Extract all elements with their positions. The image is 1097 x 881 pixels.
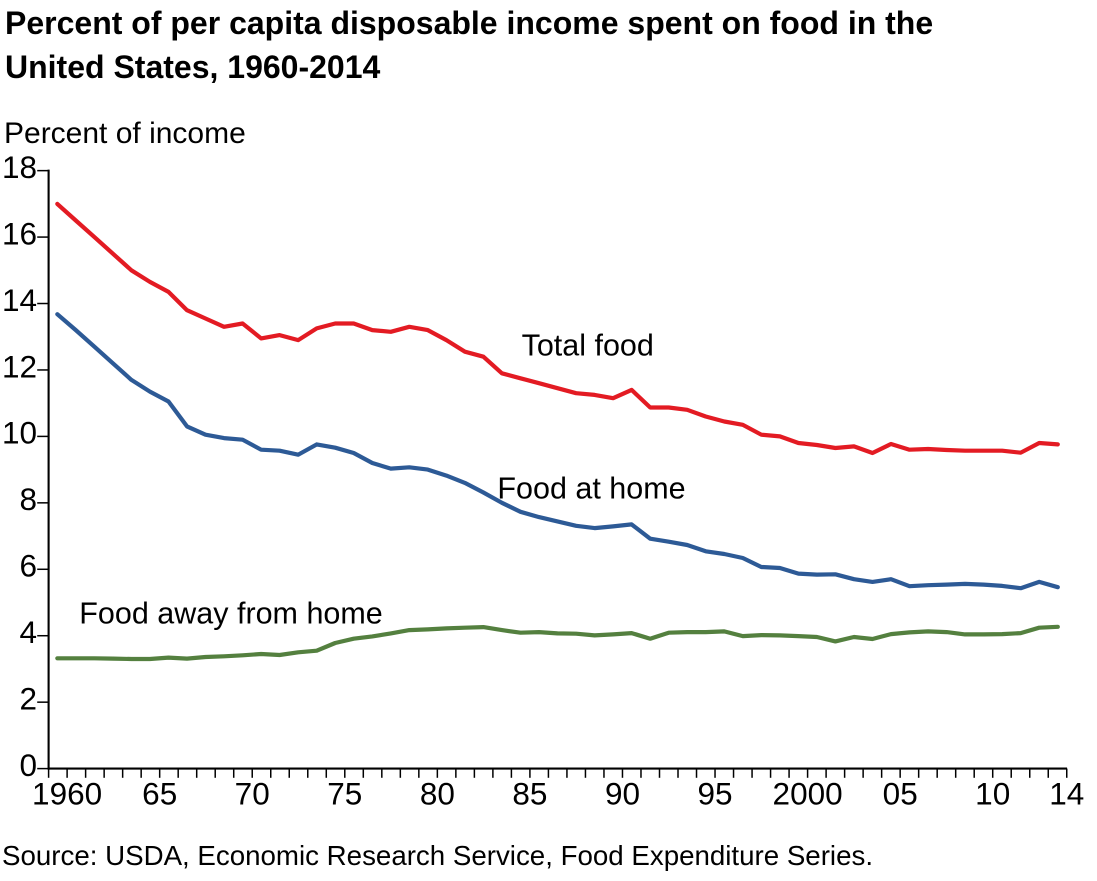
svg-text:Food away from home: Food away from home [79,597,382,631]
svg-text:16: 16 [2,215,37,251]
svg-text:8: 8 [19,481,37,517]
svg-text:18: 18 [2,149,37,185]
svg-text:10: 10 [975,776,1010,812]
svg-text:12: 12 [2,348,37,384]
svg-text:6: 6 [19,548,37,584]
svg-text:95: 95 [697,776,732,812]
svg-text:65: 65 [142,776,177,812]
svg-text:70: 70 [235,776,270,812]
svg-text:4: 4 [19,614,37,650]
svg-text:05: 05 [883,776,918,812]
svg-text:Food at home: Food at home [497,472,685,506]
svg-text:80: 80 [420,776,455,812]
svg-text:75: 75 [327,776,362,812]
svg-text:Total food: Total food [522,329,654,363]
svg-text:90: 90 [605,776,640,812]
svg-text:0: 0 [19,747,37,783]
svg-text:1960: 1960 [32,776,102,812]
svg-text:2: 2 [19,681,37,717]
svg-text:85: 85 [512,776,547,812]
svg-text:14: 14 [2,282,37,318]
svg-text:2000: 2000 [773,776,843,812]
svg-text:14: 14 [1049,776,1084,812]
svg-text:10: 10 [2,415,37,451]
